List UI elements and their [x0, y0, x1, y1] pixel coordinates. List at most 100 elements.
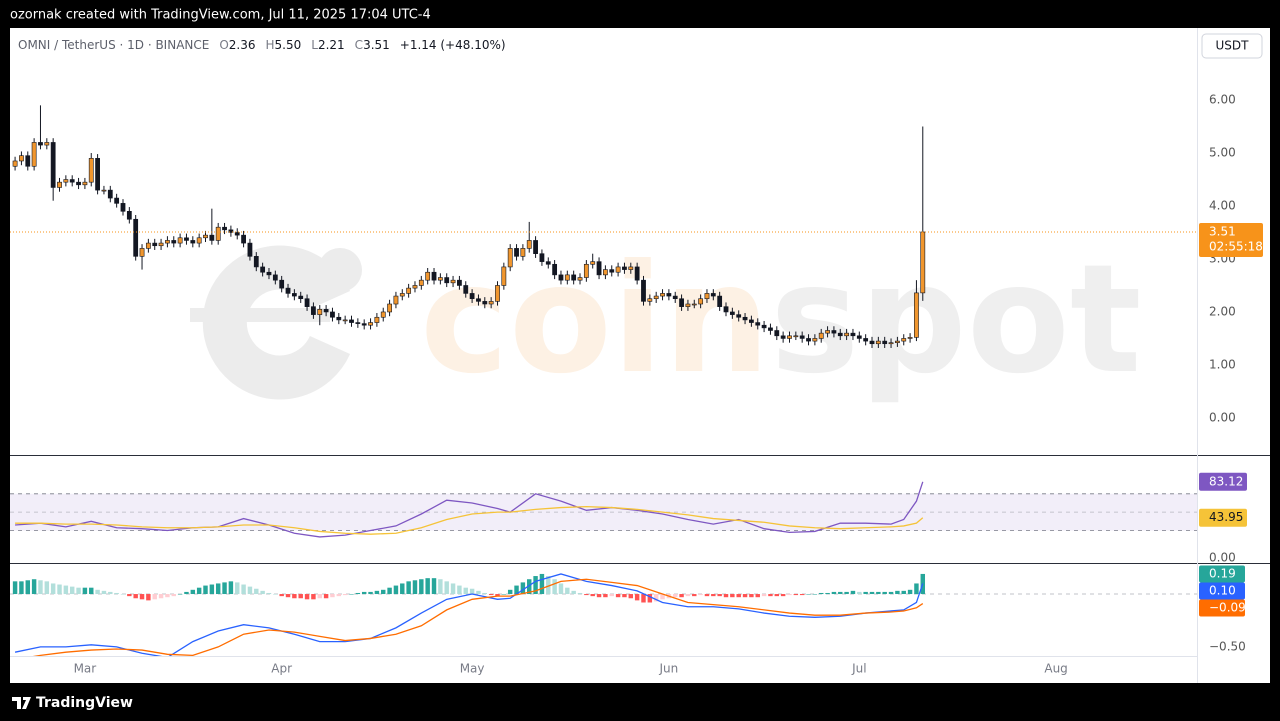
x-tick-label: Mar — [74, 662, 97, 676]
macd-histogram-bar — [146, 594, 151, 601]
macd-histogram-bar — [533, 576, 538, 595]
candle-body — [837, 332, 843, 337]
candle-body — [114, 197, 120, 204]
macd-histogram-bar — [698, 594, 703, 596]
candle-body — [742, 316, 748, 321]
macd-histogram-bar — [571, 590, 576, 595]
candle-body — [679, 298, 684, 307]
macd-histogram-bar — [844, 591, 849, 595]
candle-body — [710, 293, 716, 297]
macd-histogram-bar — [552, 579, 557, 595]
macd-histogram-bar — [469, 588, 475, 595]
macd-histogram-bar — [692, 594, 697, 597]
candle-body — [76, 181, 81, 186]
candle-body — [44, 142, 50, 146]
candle-body — [704, 293, 710, 300]
candle-body — [457, 279, 462, 286]
candle-body — [253, 256, 259, 268]
candle-body — [825, 330, 830, 334]
currency-button[interactable] — [1201, 33, 1263, 59]
candle-body — [203, 234, 208, 239]
macd-histogram-bar — [139, 594, 145, 600]
candle-body — [583, 263, 589, 278]
candle-body — [539, 253, 545, 262]
candle-body — [418, 279, 424, 286]
macd-histogram-bar — [609, 594, 614, 597]
candle-body — [634, 266, 640, 281]
macd-histogram-bar — [838, 591, 843, 595]
macd-histogram-bar — [450, 583, 456, 595]
candle-body — [755, 322, 761, 326]
macd-histogram-bar — [774, 594, 780, 597]
macd-histogram-bar — [622, 594, 627, 598]
macd-histogram-bar — [349, 594, 354, 595]
candle-body — [387, 303, 392, 313]
macd-histogram-bar — [558, 583, 564, 595]
macd-histogram-bar — [882, 591, 887, 595]
macd-histogram-bar — [780, 594, 786, 597]
macd-histogram-bar — [266, 592, 272, 595]
macd-histogram-bar — [482, 592, 488, 595]
candle-body — [311, 306, 316, 315]
macd-histogram-bar — [501, 594, 507, 595]
candle-body — [482, 301, 488, 305]
candle-body — [25, 155, 31, 167]
candle-body — [685, 303, 691, 307]
candle-body — [691, 303, 697, 306]
macd-histogram-bar — [806, 594, 811, 595]
candle-body — [850, 332, 856, 337]
macd-histogram-bar — [660, 594, 665, 600]
candle-body — [558, 274, 564, 281]
macd-histogram-bar — [438, 579, 443, 595]
currency[interactable]: USDT — [1216, 39, 1250, 53]
macd-histogram-bar — [254, 588, 259, 595]
candle-body — [95, 158, 100, 191]
candle-body — [88, 158, 94, 183]
macd-histogram-bar — [12, 581, 18, 595]
ohlc-value: 2.21 — [318, 38, 345, 52]
candle-body — [272, 274, 278, 281]
candle-body — [615, 266, 621, 273]
candle-body — [228, 229, 234, 233]
candle-body — [660, 293, 665, 297]
candle-body — [717, 295, 723, 307]
macd-histogram-bar — [565, 587, 570, 595]
x-tick-label: Jun — [659, 662, 679, 676]
candle-body — [774, 330, 780, 337]
candle-body — [291, 293, 297, 297]
candle-body — [920, 231, 926, 294]
symbol-title: OMNI / TetherUS · 1D · BINANCE — [18, 38, 209, 52]
candle-body — [698, 298, 704, 305]
macd-histogram-bar — [57, 584, 62, 595]
candle-body — [209, 234, 215, 241]
candle-body — [653, 295, 659, 300]
candle-body — [184, 237, 189, 241]
candle-body — [666, 293, 672, 297]
macd-histogram-bar — [457, 585, 462, 595]
macd-histogram-bar — [869, 591, 875, 595]
footer-logo-icon — [12, 697, 31, 709]
candle-body — [399, 293, 405, 297]
candle-body — [342, 319, 348, 322]
macd-histogram-bar — [355, 592, 361, 595]
value-badge — [1199, 582, 1245, 600]
candle-body — [806, 338, 811, 342]
macd-line — [32, 578, 924, 656]
macd-histogram-bar — [69, 586, 75, 595]
macd-histogram-bar — [114, 592, 119, 595]
candle-body — [361, 323, 367, 326]
value-badge-label: −0.09 — [1209, 600, 1246, 614]
candle-body — [875, 340, 881, 345]
macd-histogram-bar — [628, 594, 634, 599]
candle-body — [171, 240, 177, 244]
macd-histogram-bar — [546, 576, 551, 595]
candles — [12, 105, 926, 348]
candle-body — [545, 261, 551, 265]
macd-histogram-bar — [292, 594, 297, 599]
candle-body — [317, 309, 323, 315]
candle-body — [901, 338, 907, 342]
macd-histogram-bar — [755, 594, 760, 598]
header: ozornak created with TradingView.com, Ju… — [10, 8, 431, 23]
change: +1.14 (+48.10%) — [400, 38, 506, 52]
candle-body — [247, 242, 253, 257]
